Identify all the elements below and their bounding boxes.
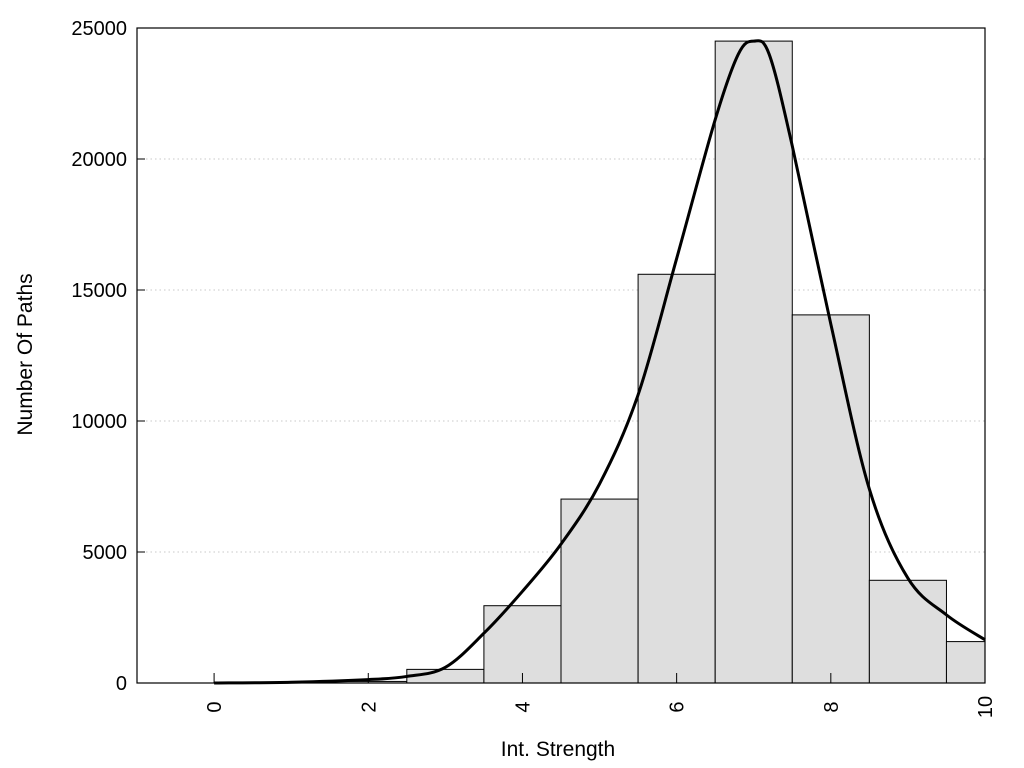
- bar-5: [560, 498, 639, 684]
- bar-8: [791, 314, 870, 684]
- x-axis-ticks: 0 2 4 6 8 10: [204, 673, 997, 718]
- bar-7: [714, 40, 793, 684]
- bar-6: [637, 273, 716, 684]
- y-tick-label-3: 15000: [71, 280, 127, 302]
- x-tick-label-0: 0: [204, 701, 226, 712]
- x-tick-label-4: 8: [821, 701, 843, 712]
- curve-line: [214, 39, 986, 685]
- x-tick-label-2: 4: [512, 701, 534, 712]
- x-tick-label-5: 10: [975, 696, 997, 718]
- x-axis-title: Int. Strength: [501, 738, 615, 761]
- y-tick-label-5: 25000: [71, 18, 127, 40]
- y-tick-label-0: 0: [116, 673, 127, 695]
- y-tick-label-2: 10000: [71, 411, 127, 433]
- bar-10: [945, 641, 986, 684]
- y-tick-label-1: 5000: [83, 542, 128, 564]
- y-axis-ticks: 0 5000 10000 15000 20000 25000: [71, 18, 145, 695]
- x-tick-label-3: 6: [667, 701, 689, 712]
- density-curve: [214, 39, 986, 685]
- y-axis-title: Number Of Paths: [14, 273, 37, 435]
- x-tick-label-1: 2: [358, 701, 380, 712]
- bars: [213, 40, 986, 684]
- bar-4: [483, 605, 562, 684]
- plot-frame: [136, 27, 986, 684]
- bar-9: [868, 579, 947, 684]
- y-tick-label-4: 20000: [71, 149, 127, 171]
